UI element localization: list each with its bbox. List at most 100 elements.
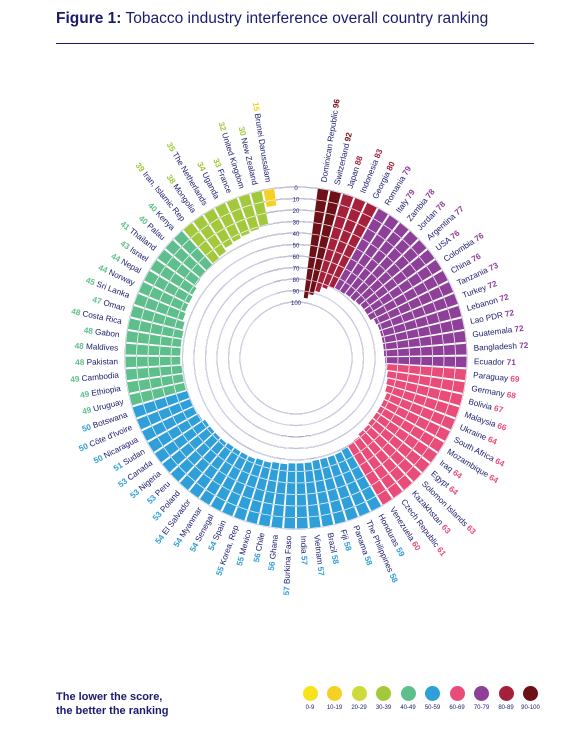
country-name: Burkina Faso [283,535,294,584]
country-score: 64 [487,473,500,486]
country-label: 48 Maldives [74,342,118,353]
axis-tick-label: 90 [293,290,300,296]
country-score: 64 [486,435,498,447]
bar-brazil [312,459,334,527]
country-label: Fiji 58 [338,529,353,553]
country-score: 61 [435,545,448,558]
country-score: 72 [514,324,525,334]
bar-ring-overlay [170,232,422,484]
figure-number: Figure 1: [56,10,122,27]
legend-label: 0-9 [305,705,315,711]
legend-item: 70-79 [468,686,496,711]
axis-tick-label: 0 [294,186,298,192]
country-label: Paraguay 69 [473,371,521,385]
country-name: Maldives [86,342,119,353]
bar-mexico [246,461,272,525]
country-name: Mexico [238,528,254,556]
country-name: Bolivia [467,397,493,412]
country-score: 76 [470,252,483,264]
bar-united-kingdom [238,193,260,232]
bar-ring-overlay [228,290,364,426]
country-score: 49 [70,375,80,385]
bar-costa-rica [127,318,184,339]
bar-c-te-d-ivoire [136,398,193,430]
country-name: Chile [254,532,266,552]
axis-tick-label: 70 [293,267,300,273]
legend-swatch [400,686,416,701]
country-score: 88 [353,155,364,167]
country-score: 72 [519,341,529,350]
country-score: 64 [447,484,460,497]
legend-item: 0-9 [296,686,324,711]
bar-ring-overlay [216,278,376,438]
bar-the-netherlands [203,208,233,248]
bar-el-salvador [189,443,234,499]
country-score: 78 [424,187,437,200]
country-label: Guatemala 72 [472,324,525,340]
country-score: 49 [81,405,92,416]
axis-tick-label: 60 [293,255,300,261]
bar-solomon-islands [363,424,422,482]
country-score: 79 [401,164,414,177]
country-score: 69 [510,374,520,384]
bar-iraq [373,412,438,463]
legend-swatch [376,686,391,701]
legend-item: 90-100 [517,686,545,711]
bar-zambia [345,222,409,297]
country-score: 30 [237,126,248,137]
country-name: Guatemala [472,325,513,339]
country-name: Oman [102,298,126,313]
bar-israel [150,259,197,295]
country-label: Bangladesh 72 [474,341,529,353]
country-name: Lebanon [466,296,500,314]
bar-egypt [368,418,430,473]
country-score: 72 [504,308,515,319]
bar-ring-overlay [205,267,387,449]
bar-paraguay [386,364,467,381]
bar-vietnam [304,462,321,529]
axis-tick-label: 10 [293,198,300,204]
legend-label: 70-79 [473,705,490,711]
country-score: 67 [493,404,504,415]
country-name: Costa Rica [82,309,123,326]
bar-honduras [341,447,382,512]
bar-sudan [147,413,203,453]
bar-maldives [125,343,181,356]
country-name: Cambodia [81,371,119,384]
axis-tick-label: 40 [293,232,300,238]
bar-brunei-darussalam [263,188,277,208]
country-score: 64 [494,457,507,469]
bar-panama [327,455,359,521]
legend-label: 50-59 [424,705,441,711]
legend-item: 80-89 [492,686,520,711]
legend-swatch [425,686,440,701]
bar-bangladesh [383,343,467,357]
bar-uruguay [129,382,186,406]
legend-note: The lower the score, the better the rank… [56,690,168,718]
country-name: Iraq [438,459,455,475]
legend-note-line-2: the better the ranking [56,705,169,717]
bar-gabon [125,330,182,347]
legend-item: 60-69 [443,686,471,711]
legend-swatch [498,686,514,701]
bar-ring-overlay [239,301,353,415]
country-score: 76 [473,231,486,244]
bar-nepal [143,270,193,304]
bar-colombia [364,259,442,315]
country-name: Turkey [461,283,488,300]
legend-swatch [327,686,342,701]
bar-dominican-republic [303,188,329,299]
country-label: Vietnam 57 [312,534,326,576]
figure-caption: Tobacco industry interference overall co… [121,10,489,27]
country-score: 48 [75,358,85,367]
bar-czech-republic [353,436,403,499]
country-label: 48 Gabon [83,326,120,340]
bar-lao-pdr [381,318,465,343]
country-score: 59 [394,546,406,559]
country-name: Brazil [325,532,338,554]
bar-nigeria [162,426,215,473]
bar-senegal [210,452,248,512]
legend-label: 80-89 [498,705,514,711]
